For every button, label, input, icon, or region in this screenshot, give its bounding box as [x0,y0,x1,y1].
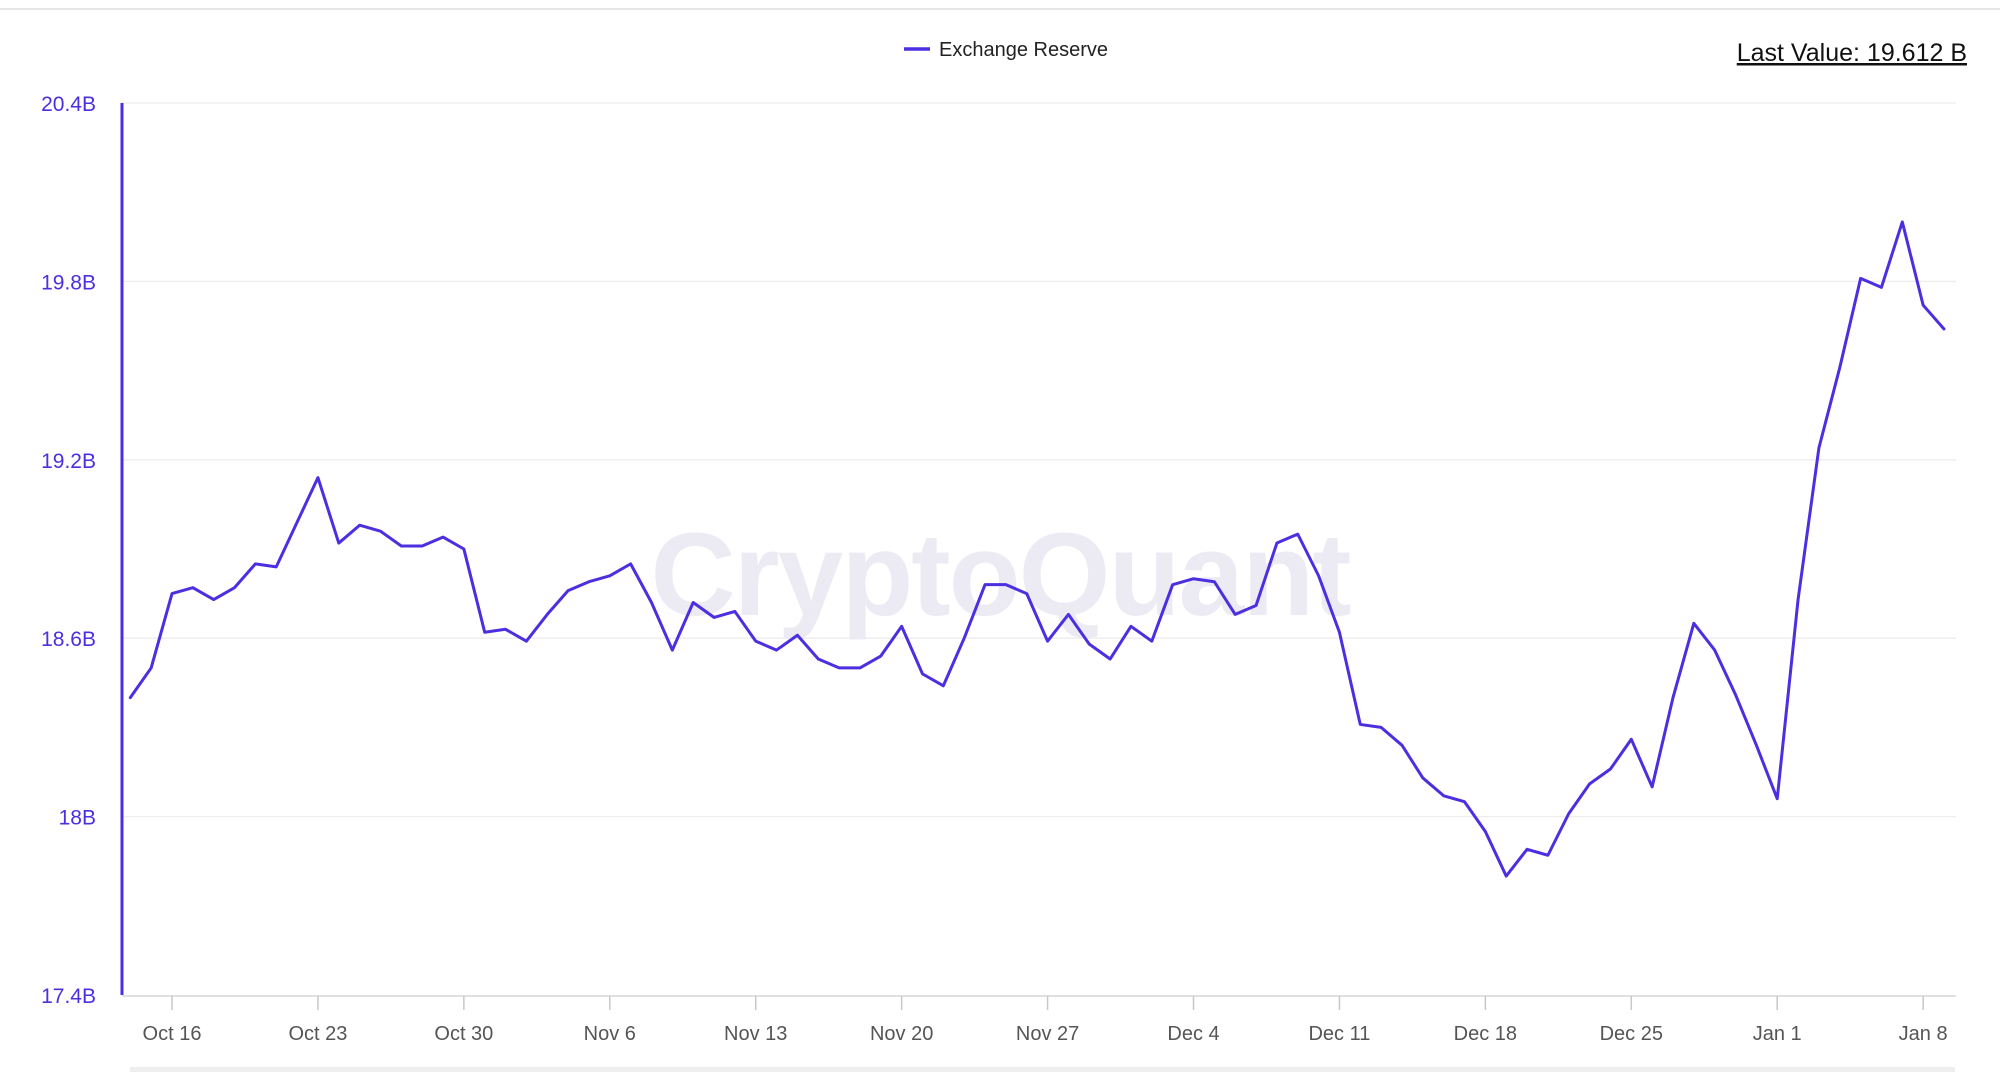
y-tick-label: 20.4B [41,93,96,116]
x-tick-label: Jan 1 [1753,1023,1802,1045]
x-tick-label: Jan 8 [1899,1023,1948,1045]
y-tick-label: 19.2B [41,450,96,473]
x-axis-ticks: Oct 16 Oct 23 Oct 30 Nov 6 Nov 13 Nov 20 Nov 2… [143,996,1948,1045]
y-axis-ticks: 20.4B 19.8B 19.2B 18.6B 18B 17.4B [41,93,96,1008]
series-line-exchange-reserve[interactable] [128,220,1946,878]
x-tick-label: Oct 16 [143,1023,202,1045]
y-tick-label: 19.8B [41,271,96,294]
x-tick-label: Dec 18 [1454,1023,1517,1045]
x-tick-label: Dec 11 [1308,1023,1370,1045]
x-tick-label: Oct 23 [288,1023,347,1045]
bottom-scroll-track [130,1067,1955,1072]
x-tick-label: Dec 25 [1600,1023,1663,1045]
last-value-readout: Last Value: 19.612 B [1737,39,1967,67]
legend[interactable]: Exchange Reserve [904,39,1108,61]
y-tick-label: 18.6B [41,628,96,651]
x-tick-label: Oct 30 [434,1023,493,1045]
series-lines [128,220,1946,878]
y-tick-label: 18B [59,807,96,830]
x-tick-label: Nov 20 [870,1023,933,1045]
y-tick-label: 17.4B [41,985,96,1008]
x-tick-label: Nov 6 [584,1023,636,1045]
grid-lines [122,102,1956,818]
x-tick-label: Nov 13 [724,1023,787,1045]
x-tick-label: Dec 4 [1167,1023,1219,1045]
legend-label-exchange-reserve[interactable]: Exchange Reserve [939,39,1108,61]
x-tick-label: Nov 27 [1016,1023,1079,1045]
watermark-logo: CryptoQuant [650,509,1350,641]
